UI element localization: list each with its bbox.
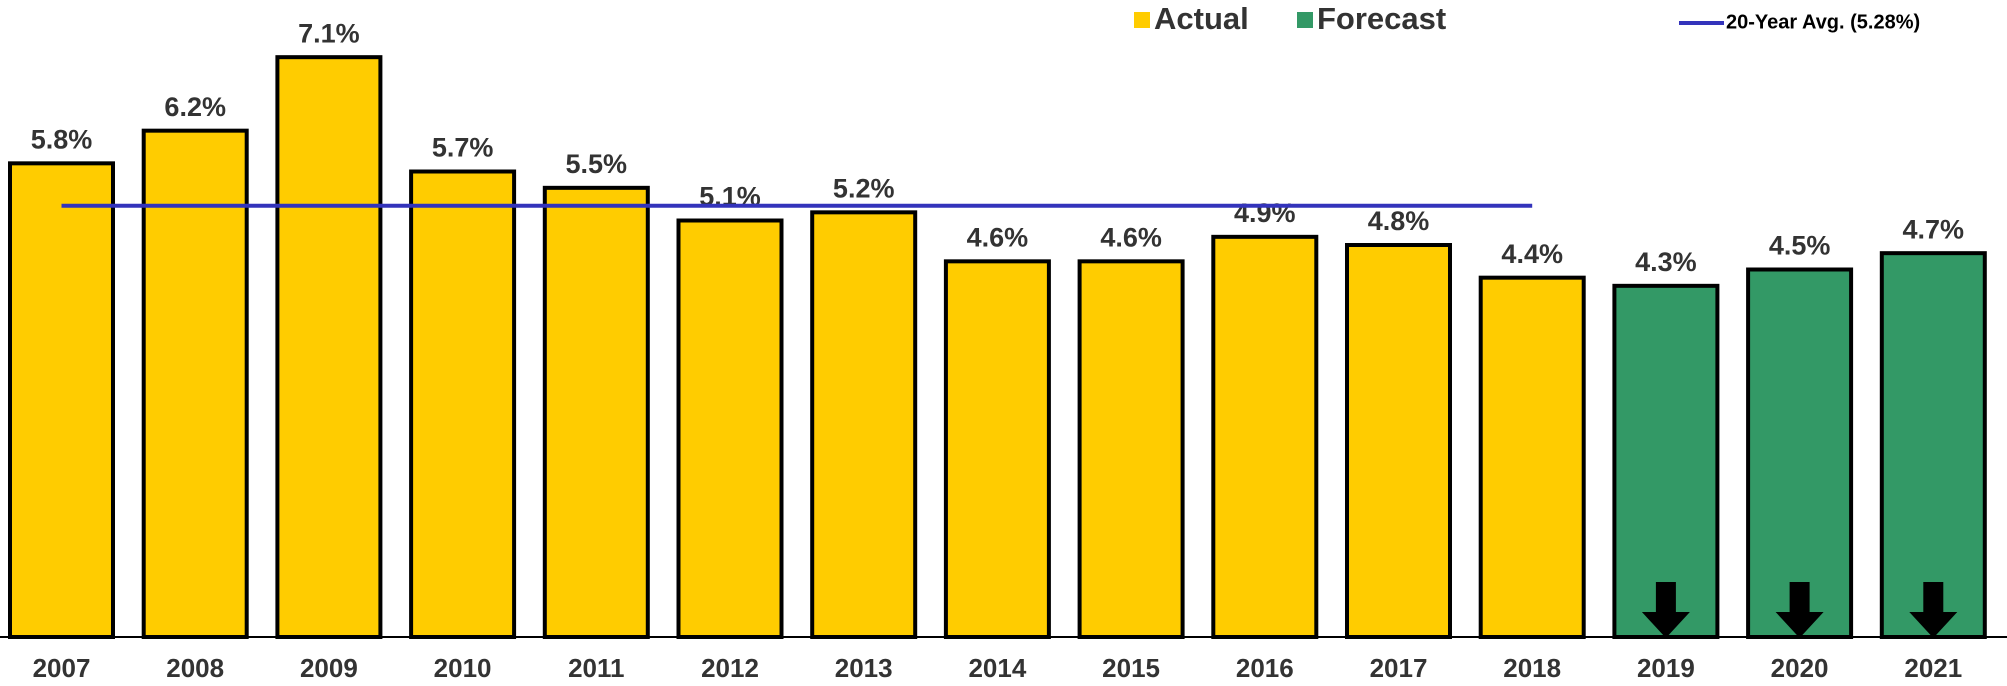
value-label: 4.3% [1635, 247, 1697, 277]
legend-label: 20-Year Avg. (5.28%) [1726, 11, 1920, 33]
value-label: 4.6% [1100, 222, 1162, 252]
x-tick-label: 2014 [968, 653, 1026, 683]
x-tick-label: 2018 [1503, 653, 1561, 683]
value-label: 4.6% [967, 222, 1029, 252]
value-label: 4.9% [1234, 198, 1296, 228]
x-tick-label: 2008 [166, 653, 224, 683]
x-tick-label: 2012 [701, 653, 759, 683]
x-tick-label: 2020 [1771, 653, 1829, 683]
value-label: 6.2% [164, 92, 226, 122]
bar [810, 210, 918, 639]
x-tick-label: 2009 [300, 653, 358, 683]
bar [1345, 243, 1452, 639]
value-label: 7.1% [298, 18, 360, 48]
legend-swatch [1134, 12, 1150, 28]
x-tick-label: 2011 [568, 653, 624, 683]
value-label: 5.2% [833, 173, 895, 203]
bar [141, 128, 249, 640]
value-label: 4.8% [1368, 206, 1430, 236]
x-tick-label: 2019 [1637, 653, 1695, 683]
bar [1211, 234, 1319, 639]
bar [275, 55, 383, 639]
bar [409, 169, 517, 639]
value-label: 5.5% [566, 149, 628, 179]
value-label: 4.4% [1501, 239, 1563, 269]
bar [8, 161, 115, 639]
bar [943, 259, 1051, 639]
value-label: 5.8% [31, 124, 93, 154]
value-label: 4.7% [1903, 214, 1965, 244]
bar [1879, 251, 1987, 640]
value-label: 4.5% [1769, 231, 1831, 261]
value-label: 5.7% [432, 133, 494, 163]
x-tick-label: 2015 [1102, 653, 1160, 683]
bar [542, 185, 650, 639]
x-tick-label: 2017 [1370, 653, 1428, 683]
arrow-icon [1775, 582, 1824, 638]
x-tick-label: 2007 [33, 653, 91, 683]
arrow-icon [1909, 582, 1958, 638]
legend-label: Actual [1154, 1, 1249, 36]
x-tick-label: 2010 [434, 653, 492, 683]
legend-swatch [1297, 12, 1313, 28]
bar [676, 218, 784, 639]
x-tick-label: 2016 [1236, 653, 1294, 683]
bar [1077, 259, 1185, 639]
arrow-icon [1641, 582, 1690, 638]
bar [1746, 267, 1854, 639]
x-tick-label: 2013 [835, 653, 893, 683]
bar [1612, 283, 1720, 639]
x-tick-label: 2021 [1904, 653, 1962, 683]
bar [1478, 275, 1586, 639]
legend-label: Forecast [1317, 1, 1446, 36]
